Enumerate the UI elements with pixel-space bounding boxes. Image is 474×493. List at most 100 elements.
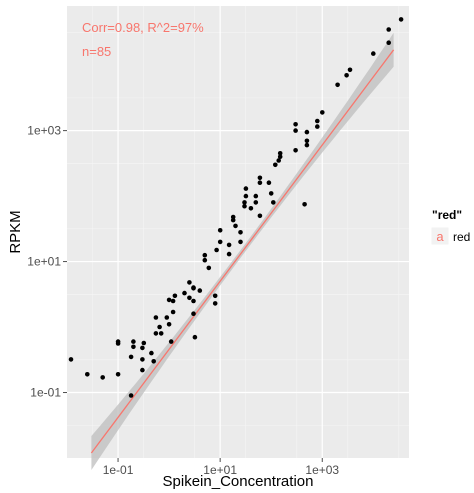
grid-lines (67, 6, 409, 458)
data-point (182, 290, 187, 296)
data-point (238, 239, 243, 245)
data-point (217, 239, 223, 245)
data-point (166, 297, 172, 303)
data-point (257, 180, 263, 185)
data-point (386, 40, 392, 45)
data-point (172, 293, 178, 299)
x-axis-ticks: 1e-01 1e+01 1e+03 (103, 458, 339, 477)
sample-size-annotation: n=85 (82, 44, 111, 59)
data-point (277, 151, 283, 156)
data-point (206, 265, 212, 271)
data-point (85, 372, 90, 377)
data-point (153, 315, 159, 320)
data-point (170, 298, 176, 304)
data-point (386, 27, 392, 32)
data-point (230, 214, 236, 220)
data-point (153, 331, 159, 336)
data-point (242, 203, 247, 209)
data-point (293, 128, 298, 133)
data-point (293, 148, 298, 153)
data-point (157, 324, 162, 330)
y-axis-ticks: 1e-01 1e+01 1e+03 (27, 124, 67, 400)
data-point (151, 359, 156, 364)
data-point (140, 345, 145, 351)
data-point (168, 339, 174, 344)
data-point (164, 315, 170, 320)
data-point (197, 288, 203, 293)
x-tick-label: 1e+01 (203, 463, 237, 477)
data-point (268, 191, 274, 196)
data-point (271, 200, 276, 205)
data-point (304, 138, 310, 144)
data-point (320, 110, 325, 115)
panel-background (67, 6, 409, 458)
data-point (243, 193, 249, 199)
data-point (187, 295, 192, 301)
data-point (140, 357, 145, 362)
x-axis-title: Spikein_Concentration (163, 473, 314, 490)
fit-line-layer (90, 49, 395, 454)
data-point (141, 340, 147, 346)
legend-key-glyph: a (436, 229, 444, 244)
data-point (202, 252, 208, 258)
data-point (253, 193, 259, 199)
y-axis-title: RPKM (7, 210, 24, 253)
data-point (344, 73, 349, 78)
data-point (238, 230, 243, 235)
data-point (170, 309, 176, 315)
data-point (140, 367, 145, 373)
data-point (304, 129, 310, 135)
data-point (315, 118, 320, 124)
data-point (398, 17, 404, 22)
data-point (304, 142, 310, 148)
x-tick-label: 1e+03 (305, 463, 339, 477)
data-point (191, 311, 196, 317)
data-point (115, 372, 121, 377)
data-point (347, 67, 353, 73)
data-point (158, 331, 164, 336)
fit-line (90, 49, 395, 454)
data-point (149, 350, 154, 356)
data-point (293, 122, 298, 127)
legend-title: "red" (432, 208, 462, 222)
data-point (187, 280, 192, 285)
data-point (302, 202, 307, 207)
y-tick-label: 1e-01 (30, 386, 61, 400)
data-point (226, 242, 232, 248)
data-point (128, 354, 134, 360)
data-point (202, 257, 208, 263)
data-point (276, 158, 282, 163)
data-point (226, 251, 232, 257)
legend: "red" a red (430, 208, 470, 246)
data-point (191, 298, 196, 304)
data-point (335, 82, 340, 88)
data-point (166, 322, 172, 327)
x-tick-label: 1e-01 (103, 463, 134, 477)
data-point (257, 213, 263, 219)
data-point (214, 247, 219, 253)
correlation-annotation: Corr=0.98, R^2=97% (82, 20, 204, 35)
data-point (233, 223, 238, 229)
data-point (68, 357, 74, 362)
data-point (253, 200, 259, 205)
legend-key-box (430, 226, 450, 246)
data-point (248, 206, 254, 211)
y-tick-label: 1e+01 (27, 255, 61, 269)
y-tick-label: 1e+03 (27, 124, 61, 138)
data-point (191, 285, 196, 290)
data-point (217, 228, 223, 233)
data-point (273, 162, 278, 168)
data-point (128, 393, 134, 398)
data-point (131, 339, 136, 344)
legend-label: red (453, 230, 470, 244)
data-points (68, 17, 404, 398)
data-point (115, 339, 121, 344)
data-point (257, 175, 263, 181)
data-point (242, 200, 247, 205)
data-point (371, 51, 376, 56)
data-point (212, 301, 218, 306)
data-point (212, 293, 218, 299)
data-point (192, 334, 198, 340)
data-point (266, 180, 272, 185)
